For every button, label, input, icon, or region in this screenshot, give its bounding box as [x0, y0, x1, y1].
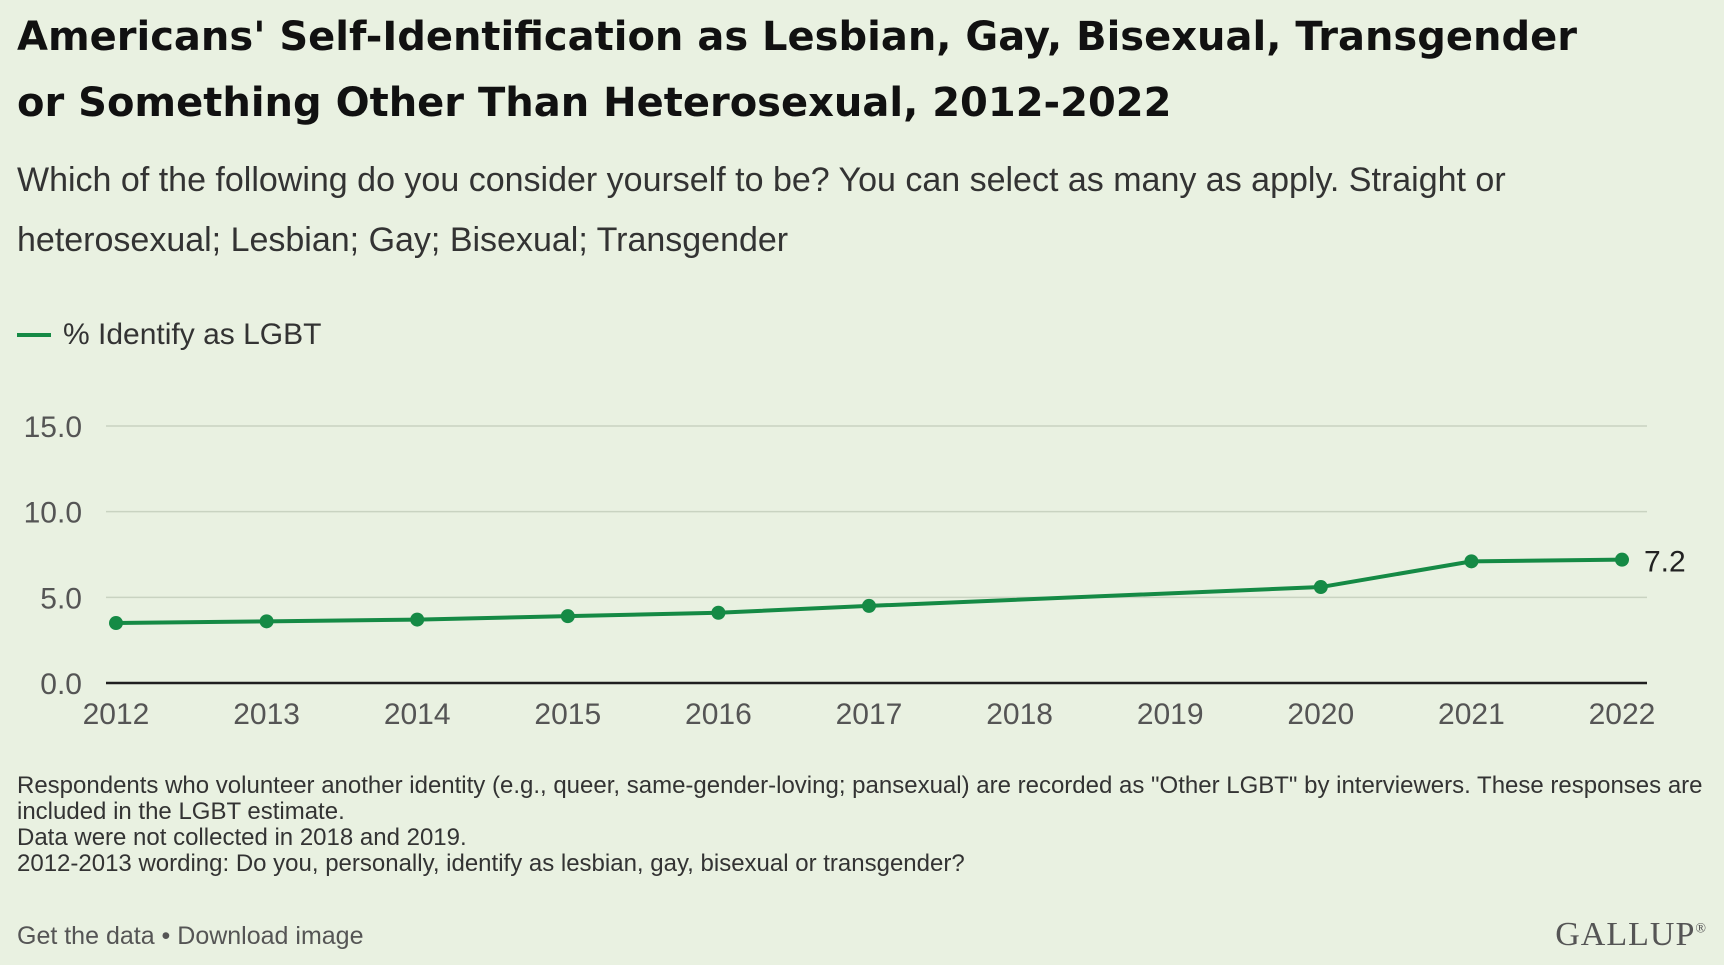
y-axis-ticks: 0.0 5.0 10.0 15.0 [24, 411, 82, 701]
link-separator: • [154, 922, 178, 950]
registered-mark: ® [1695, 921, 1707, 937]
x-tick-label: 2017 [836, 698, 903, 731]
x-tick-label: 2022 [1589, 698, 1656, 731]
footer-links: Get the data • Download image [17, 922, 363, 951]
x-tick-label: 2016 [685, 698, 752, 731]
data-point[interactable] [259, 614, 274, 629]
y-tick-label: 10.0 [24, 497, 82, 530]
x-tick-label: 2013 [233, 698, 300, 731]
x-tick-label: 2020 [1287, 698, 1354, 731]
data-point[interactable] [862, 598, 876, 613]
chart-title: Americans' Self-Identification as Lesbia… [17, 14, 1577, 126]
series-line [115, 557, 1623, 626]
y-tick-label: 0.0 [40, 668, 82, 701]
x-tick-label: 2012 [83, 698, 150, 731]
x-axis-ticks: 2012 2013 2014 2015 2016 2017 2018 2019 2020 2021… [83, 698, 1656, 731]
gallup-logo: GALLUP® [1555, 916, 1707, 954]
x-tick-label: 2018 [986, 698, 1053, 731]
footnote-2: Data were not collected in 2018 and 2019… [17, 824, 467, 851]
data-point[interactable] [1313, 580, 1328, 595]
data-labels: 7.2 [1644, 546, 1686, 579]
data-point[interactable] [1615, 552, 1629, 567]
x-tick-label: 2021 [1438, 698, 1505, 731]
legend-label: % Identify as LGBT [63, 318, 322, 351]
end-value-label: 7.2 [1644, 546, 1686, 579]
series-layer [109, 552, 1629, 631]
get-data-link[interactable]: Get the data [17, 922, 155, 950]
data-point[interactable] [560, 609, 575, 624]
data-point[interactable] [410, 612, 425, 627]
download-image-link[interactable]: Download image [177, 922, 364, 950]
data-point[interactable] [711, 605, 726, 620]
legend: % Identify as LGBT [17, 318, 321, 352]
y-tick-label: 15.0 [24, 411, 82, 444]
footnote-3: 2012-2013 wording: Do you, personally, i… [17, 850, 965, 877]
x-tick-label: 2019 [1137, 698, 1204, 731]
brand-name: GALLUP [1555, 916, 1696, 953]
x-tick-label: 2015 [534, 698, 601, 731]
grid-lines [106, 425, 1647, 685]
y-tick-label: 5.0 [40, 582, 82, 615]
data-point[interactable] [109, 616, 123, 631]
x-tick-label: 2014 [384, 698, 451, 731]
footnotes: Respondents who volunteer another identi… [17, 773, 1717, 877]
footnote-1: Respondents who volunteer another identi… [17, 772, 1703, 825]
data-point[interactable] [1464, 554, 1479, 569]
chart-subtitle: Which of the following do you consider y… [17, 161, 1506, 259]
legend-swatch [17, 333, 51, 337]
